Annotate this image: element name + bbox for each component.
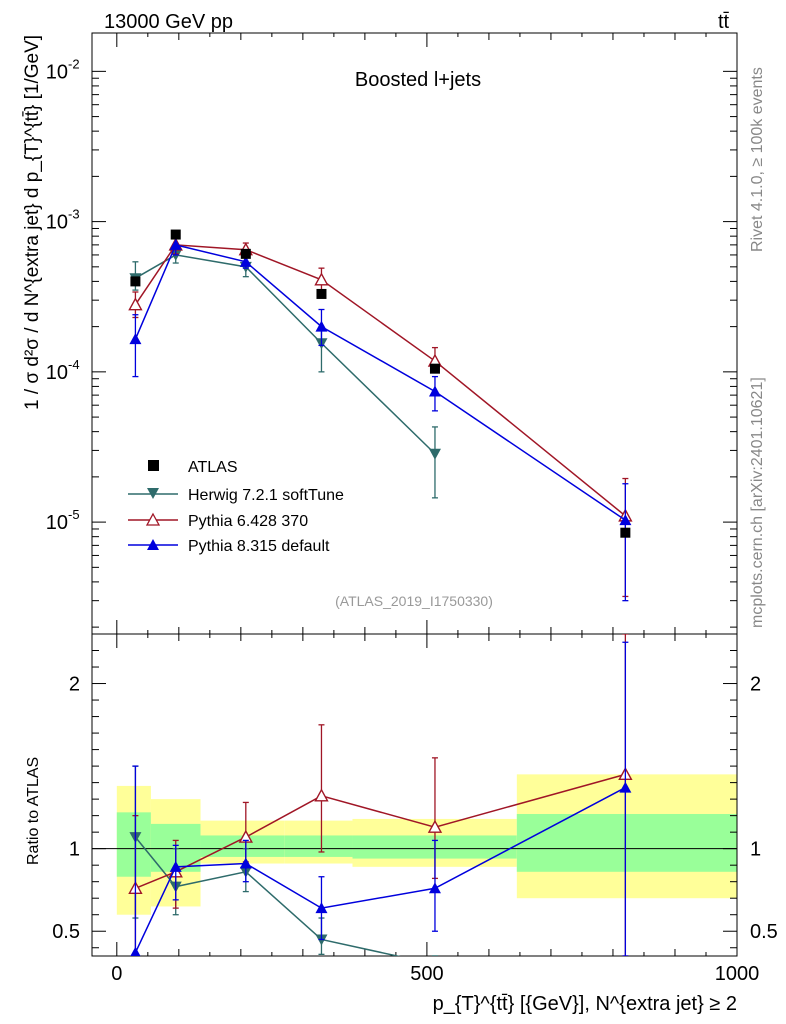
series-herwig-7-2-1-softtune [129,246,441,499]
ratio-y-tick-label-right: 1 [750,839,761,861]
error-bar-pythia-8-315-default [132,314,139,378]
x-tick-labels: 0 500 1000 [111,963,759,985]
x-tick-label: 500 [410,963,443,985]
legend-marker-atlas [148,460,159,471]
tick-base: 10 [46,61,68,83]
point-pythia-6-428-370 [314,272,329,286]
legend-label-herwig: Herwig 7.2.1 softTune [188,487,344,504]
point-atlas [429,363,440,374]
ratio-y-tick-label: 0.5 [52,921,80,943]
ratio-y-tick-label: 1 [69,839,80,861]
tick-exponent: -2 [68,56,80,71]
series-atlas [130,229,631,538]
legend-label-atlas: ATLAS [188,459,238,476]
tick-base: 10 [46,512,68,534]
legend-marker-herwig [147,488,159,499]
point-atlas [620,527,631,538]
ratio-y-tick-label: 2 [69,674,80,696]
legend-marker-pythia8 [147,539,159,550]
main-y-tick-labels: 10 -5 10 -4 10 -3 10 -2 [46,56,80,534]
main-y-tick-label: 10 -3 [46,207,80,234]
point-atlas [130,276,141,287]
band-stat [116,812,151,877]
band-stat [200,835,285,857]
ratio-line-pythia-8-315-default [134,786,626,954]
series-line-pythia-8-315-default [134,244,626,521]
point-atlas [170,229,181,240]
point-atlas [240,248,251,259]
legend-marker-pythia6 [145,512,161,526]
ratio-point-pythia-8-315-default [130,946,141,956]
point-pythia-8-315-default [129,333,142,345]
main-y-tick-label: 10 -4 [46,357,80,384]
ratio-data-layer [128,634,633,956]
ratio-point-pythia-8-315-default [315,902,328,914]
tick-base: 10 [46,362,68,384]
legend: ATLAS Herwig 7.2.1 softTune Pythia 6.428… [128,459,344,555]
x-tick-label: 1000 [715,963,760,985]
ratio-bands [116,774,737,915]
ratio-y-tick-label-right: 0.5 [750,921,778,943]
ratio-y-tick-label-right: 2 [750,674,761,696]
series-line-herwig-7-2-1-softtune [135,254,436,455]
legend-entry-pythia6: Pythia 6.428 370 [128,512,308,530]
point-atlas [316,288,327,299]
point-pythia-8-315-default [619,514,632,526]
ratio-point-pythia-6-428-370 [427,819,443,833]
legend-entry-pythia8: Pythia 8.315 default [128,538,330,555]
point-herwig-7-2-1-softtune [428,448,441,460]
point-pythia-8-315-default [239,255,252,267]
ratio-error-bar-pythia-8-315-default [172,844,179,901]
main-y-tick-label: 10 -2 [46,56,80,83]
ratio-point-pythia-8-315-default [619,781,632,793]
mcplots-label: mcplots.cern.ch [arXiv:2401.10621] [749,377,766,628]
band-stat [516,813,737,872]
energy-label: 13000 GeV pp [104,11,233,33]
x-tick-label: 0 [111,963,122,985]
ratio-error-bar-pythia-8-315-default [622,641,629,956]
x-axis-title: p_{T}^{tt̄} [{GeV}], N^{extra jet} ≥ 2 [433,993,737,1015]
tick-base: 10 [46,212,68,234]
legend-entry-herwig: Herwig 7.2.1 softTune [128,487,344,504]
plot-title: Boosted l+jets [355,69,481,91]
process-label: tt̄ [718,11,730,33]
series-pythia-8-315-default [129,235,632,602]
legend-entry-atlas: ATLAS [148,459,238,476]
tick-exponent: -3 [68,207,80,222]
ratio-series-pythia-8-315-default [130,641,632,956]
ratio-point-pythia-6-428-370 [314,788,329,802]
rivet-version-label: Rivet 4.1.0, ≥ 100k events [749,67,766,252]
analysis-id: (ATLAS_2019_I1750330) [335,593,493,609]
ratio-point-pythia-8-315-default [428,882,441,894]
point-pythia-8-315-default [315,320,328,332]
ratio-y-tick-labels: 0.5 1 2 0.5 1 2 [52,674,778,944]
point-pythia-8-315-default [428,385,441,397]
series-line-pythia-6-428-370 [134,244,626,517]
main-y-axis-title: 1 / σ d²σ / d N^{extra jet} d p_{T}^{tt̄… [22,35,43,410]
ratio-y-axis-title: Ratio to ATLAS [25,757,42,865]
axis-ticks [92,33,738,956]
point-pythia-8-315-default [169,238,182,250]
main-y-tick-label: 10 -5 [46,507,80,534]
main-data-layer [128,229,633,602]
band-stat [284,835,353,857]
error-bar-pythia-8-315-default [622,483,629,602]
ratio-error-bar-pythia-8-315-default [132,765,139,956]
tick-exponent: -4 [68,357,80,372]
tick-exponent: -5 [68,507,80,522]
error-bar-herwig-7-2-1-softtune [431,426,438,499]
ratio-point-pythia-8-315-default [239,857,252,869]
ratio-line-pythia-6-428-370 [135,773,626,889]
legend-label-pythia8: Pythia 8.315 default [188,538,330,555]
ratio-panel-frame [91,633,738,957]
point-pythia-6-428-370 [128,297,143,311]
legend-label-pythia6: Pythia 6.428 370 [188,513,308,530]
ratio-point-pythia-8-315-default [169,860,182,872]
